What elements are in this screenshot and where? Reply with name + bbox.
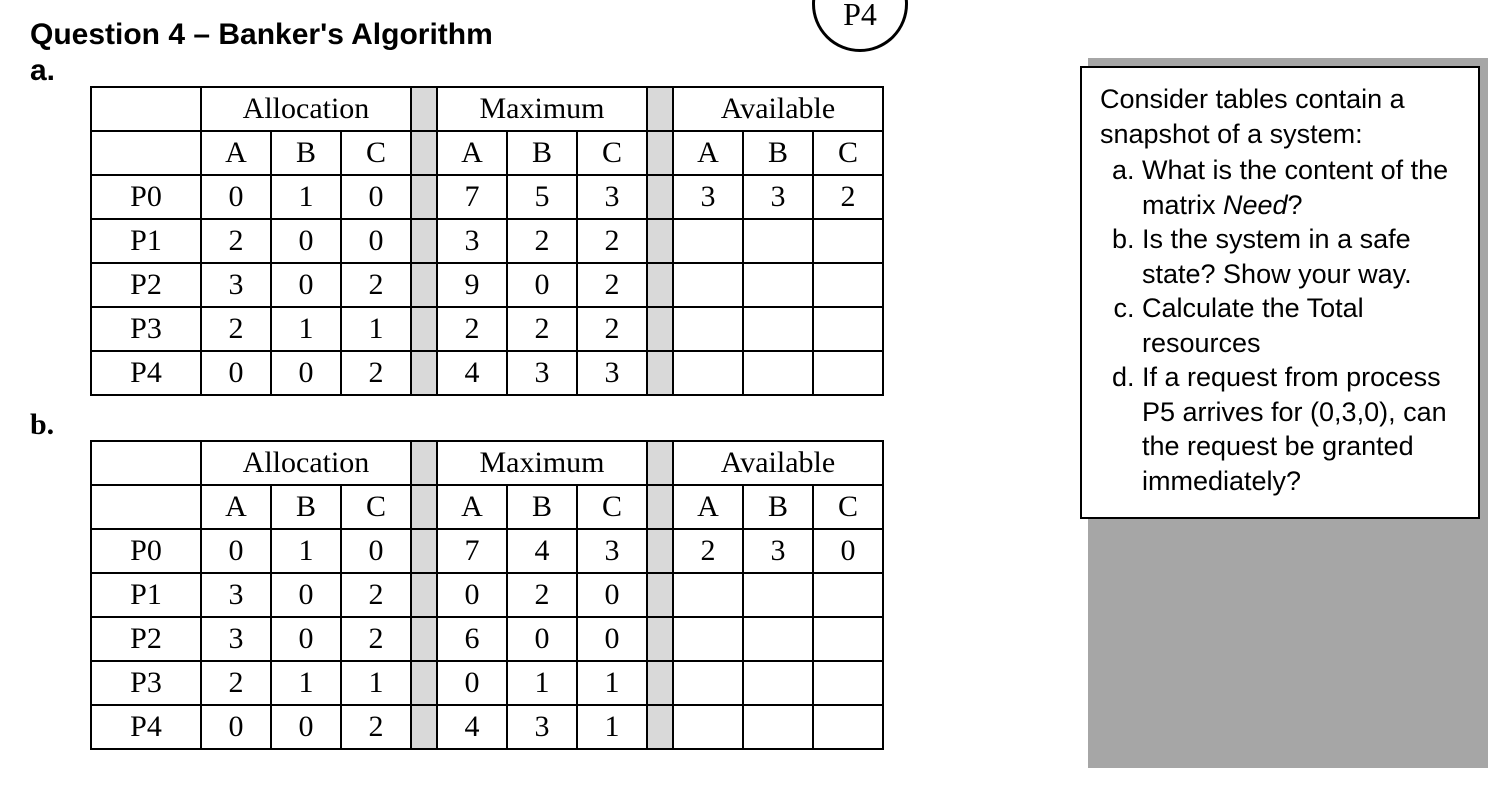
sidebar-question-item: Is the system in a safe state? Show your… — [1142, 222, 1460, 291]
sidebar-question-item: Calculate the Total resources — [1142, 291, 1460, 360]
p4-circle-node: P4 — [812, 0, 908, 52]
sidebar-box: Consider tables contain a snapshot of a … — [1080, 66, 1480, 519]
sidebar-question-list: What is the content of the matrix Need?I… — [1100, 153, 1460, 498]
sidebar-question-item: What is the content of the matrix Need? — [1142, 153, 1460, 222]
sidebar-intro: Consider tables contain a snapshot of a … — [1100, 82, 1460, 151]
sidebar-question-item: If a request from process P5 arrives for… — [1142, 360, 1460, 498]
